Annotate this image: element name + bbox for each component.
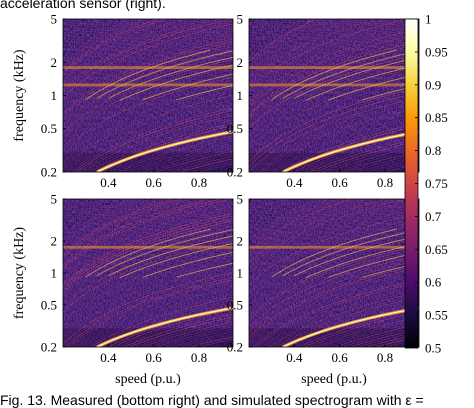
y-tick-label: 0.5 <box>227 297 243 312</box>
caption-top: acceleration sensor (right). <box>0 0 166 11</box>
colorbar-gradient <box>405 19 418 348</box>
x-tick-label: 0.4 <box>100 175 117 190</box>
y-tick-label: 2 <box>51 234 58 249</box>
x-tick-label: 0.6 <box>332 350 349 365</box>
colorbar-tick-label: 0.75 <box>425 176 448 191</box>
y-tick-label: 2 <box>51 55 58 70</box>
x-axis-label: speed (p.u.) <box>115 372 181 387</box>
panel-bottom-left: 0.2 0.5 1 2 5 0.4 0.6 0.8 frequency (kHz) speed (… <box>12 192 234 387</box>
panel-top-right: 0.2 0.5 1 2 5 0.4 0.6 0.8 <box>227 12 420 190</box>
colorbar: 1 0.95 0.9 0.85 0.8 0.75 0.7 0.65 0.6 0.55 0.5 <box>404 12 448 356</box>
colorbar-tick-label: 1 <box>425 12 432 27</box>
x-tick-label: 0.8 <box>377 350 393 365</box>
y-tick-label: 0.5 <box>227 121 243 136</box>
x-tick-label: 0.4 <box>286 350 303 365</box>
y-tick-label: 5 <box>237 192 244 207</box>
y-tick-label: 0.2 <box>41 340 57 355</box>
panel-top-left: 0.2 0.5 1 2 5 0.4 0.6 0.8 frequency (kHz) <box>12 12 234 190</box>
colorbar-tick-label: 0.85 <box>425 110 448 125</box>
y-tick-label: 1 <box>51 266 58 281</box>
x-tick-label: 0.6 <box>332 175 349 190</box>
x-tick-label: 0.8 <box>191 350 207 365</box>
x-tick-label: 0.8 <box>191 175 207 190</box>
colorbar-tick-label: 0.65 <box>425 242 448 257</box>
y-tick-label: 0.5 <box>41 297 57 312</box>
y-tick-label: 5 <box>51 12 58 27</box>
y-axis-label: frequency (kHz) <box>12 49 27 141</box>
x-tick-label: 0.6 <box>146 175 163 190</box>
x-tick-label: 0.6 <box>146 350 163 365</box>
panel-bottom-right: 0.2 0.5 1 2 5 0.4 0.6 0.8 speed (p.u.) <box>227 192 420 387</box>
y-axis-label: frequency (kHz) <box>12 227 27 319</box>
y-tick-label: 0.2 <box>227 340 243 355</box>
x-axis-label: speed (p.u.) <box>301 372 367 387</box>
y-tick-label: 5 <box>51 192 58 207</box>
colorbar-tick-label: 0.6 <box>425 275 442 290</box>
colorbar-tick-label: 0.8 <box>425 143 441 158</box>
y-tick-label: 1 <box>237 88 244 103</box>
colorbar-tick-label: 0.7 <box>425 209 442 224</box>
y-tick-label: 1 <box>51 88 58 103</box>
colorbar-tick-label: 0.55 <box>425 308 448 323</box>
colorbar-tick-label: 0.9 <box>425 77 441 92</box>
x-tick-label: 0.8 <box>377 175 393 190</box>
y-tick-label: 0.2 <box>41 165 57 180</box>
x-tick-label: 0.4 <box>286 175 303 190</box>
y-tick-label: 0.2 <box>227 165 243 180</box>
y-tick-label: 5 <box>237 12 244 27</box>
colorbar-tick-label: 0.95 <box>425 44 448 59</box>
x-tick-label: 0.4 <box>100 350 117 365</box>
colorbar-tick-label: 0.5 <box>425 341 441 356</box>
y-tick-label: 1 <box>237 266 244 281</box>
y-tick-label: 0.5 <box>41 121 57 136</box>
y-tick-label: 2 <box>237 55 244 70</box>
y-tick-label: 2 <box>237 234 244 249</box>
